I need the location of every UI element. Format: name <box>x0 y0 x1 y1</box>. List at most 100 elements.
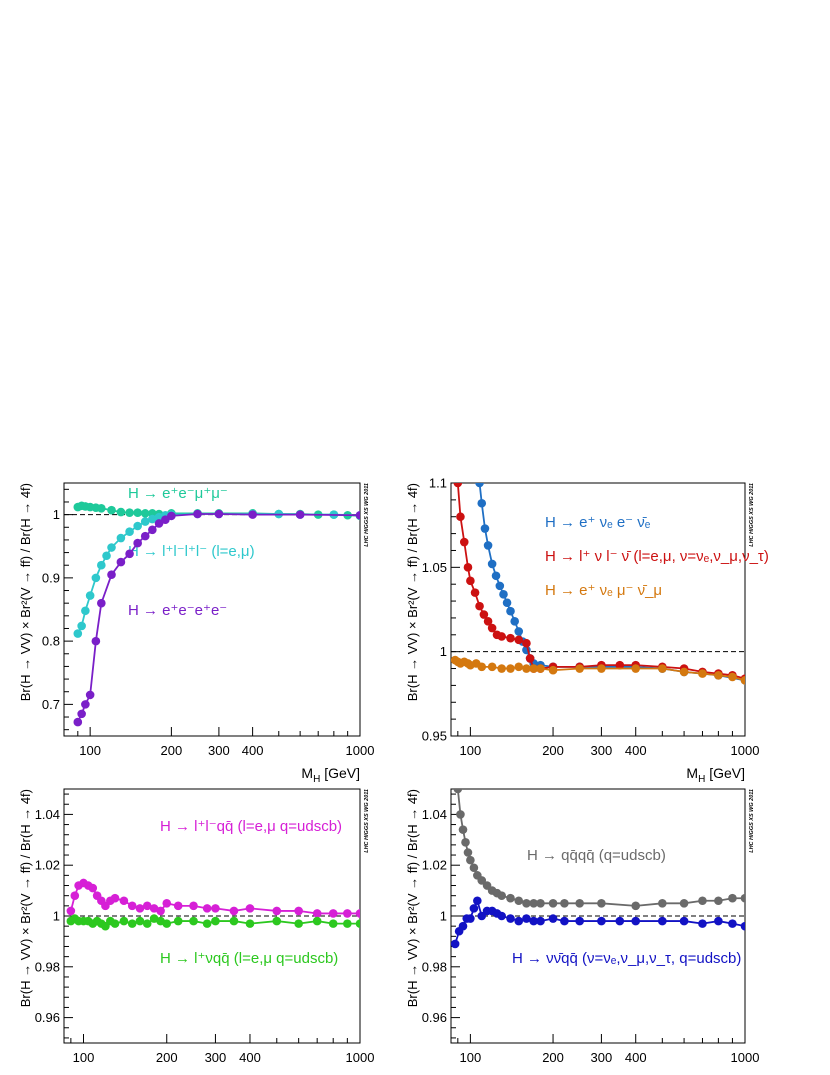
data-point <box>536 916 545 926</box>
data-point <box>91 573 101 583</box>
data-point <box>615 660 625 670</box>
data-point <box>466 914 475 923</box>
data-point <box>525 654 535 663</box>
x-tick-label: 400 <box>625 1050 647 1065</box>
chart-panel-4: 100 200 300 400 1000 0.96 0.98 1 1.02 1.04 MH [GeV… <box>405 788 759 1075</box>
y-tick-label: 1.04 <box>422 807 447 822</box>
data-point <box>355 909 360 918</box>
data-point <box>597 916 606 926</box>
data-point <box>125 508 134 518</box>
data-point <box>119 896 129 906</box>
series-3 <box>73 509 360 727</box>
data-point <box>73 629 83 638</box>
data-point <box>107 570 116 580</box>
data-point <box>294 906 303 916</box>
data-point <box>560 916 569 926</box>
data-point <box>116 557 126 567</box>
data-point <box>133 521 142 531</box>
data-point <box>483 541 493 550</box>
data-point <box>615 916 625 926</box>
data-point <box>312 916 322 926</box>
data-point <box>119 916 129 926</box>
data-point <box>514 896 524 906</box>
series-line <box>456 483 745 680</box>
x-tick-label: 200 <box>156 1050 178 1065</box>
data-point <box>202 904 212 913</box>
data-point <box>714 896 723 906</box>
data-point <box>497 664 506 673</box>
data-point <box>245 919 255 928</box>
data-point <box>97 598 106 608</box>
data-point <box>477 911 487 921</box>
series-label: H → l⁺νqq̄ (l=e,μ q=udscb) <box>160 950 338 967</box>
series-label: H → l⁺l⁻qq̄ (l=e,μ q=udscb) <box>160 818 342 835</box>
data-point <box>529 916 538 926</box>
data-point <box>658 664 667 673</box>
data-point <box>456 810 465 819</box>
data-point <box>295 510 305 519</box>
data-point <box>548 914 558 923</box>
y-axis-label: Br(H → VV) × Br²(V → ff) / Br(H → 4f) <box>18 483 33 701</box>
x-tick-label: 200 <box>161 743 183 758</box>
data-point <box>487 623 497 633</box>
data-point <box>522 914 531 923</box>
data-point <box>85 690 95 700</box>
data-point <box>189 916 198 926</box>
data-point <box>66 906 76 916</box>
x-axis-label: MH [GeV] <box>686 1072 745 1075</box>
data-point <box>497 632 506 641</box>
y-tick-label: 1 <box>440 644 447 659</box>
series-1 <box>453 789 745 911</box>
data-point <box>658 916 667 926</box>
data-point <box>211 916 220 926</box>
x-tick-label: 300 <box>205 1050 227 1065</box>
data-point <box>91 636 101 646</box>
data-point <box>714 670 723 680</box>
series-label: H → l⁺l⁻l⁺l⁻ (l=e,μ) <box>128 543 255 560</box>
data-point <box>140 509 150 518</box>
data-point <box>312 909 322 918</box>
series-label: H → qq̄qq̄ (q=udscb) <box>527 847 666 864</box>
y-tick-label: 0.95 <box>422 729 447 744</box>
data-point <box>514 627 524 636</box>
data-point <box>97 560 106 570</box>
data-point <box>294 919 303 928</box>
data-point <box>97 504 106 513</box>
data-point <box>116 507 126 517</box>
series-2 <box>66 914 360 931</box>
data-point <box>479 610 489 619</box>
data-point <box>85 591 95 600</box>
data-point <box>451 939 460 949</box>
data-point <box>88 883 98 893</box>
data-point <box>127 919 137 928</box>
data-point <box>229 906 239 916</box>
data-point <box>631 916 641 926</box>
data-point <box>248 510 257 519</box>
y-tick-label: 1 <box>440 909 447 924</box>
data-point <box>148 514 157 524</box>
y-axis-label: Br(H → VV) × Br²(V → ff) / Br(H → 4f) <box>18 789 33 1007</box>
data-point <box>73 717 83 727</box>
data-point <box>506 893 515 903</box>
series-label: H → e⁺ νₑ μ⁻ ν̄_μ <box>545 582 662 599</box>
data-point <box>466 576 475 586</box>
data-point <box>77 621 86 631</box>
data-point <box>506 664 515 673</box>
y-tick-label: 0.98 <box>422 959 447 974</box>
x-tick-label: 1000 <box>731 743 760 758</box>
y-tick-label: 0.8 <box>42 634 60 649</box>
data-point <box>127 901 137 911</box>
y-tick-label: 1 <box>53 909 60 924</box>
series-label: H → νν̄qq̄ (ν=νₑ,ν_μ,ν_τ, q=udscb) <box>512 950 741 967</box>
y-tick-label: 1.05 <box>422 560 447 575</box>
data-point <box>77 709 86 719</box>
data-point <box>480 524 490 533</box>
data-point <box>272 906 282 916</box>
x-tick-label: 400 <box>239 1050 261 1065</box>
data-point <box>522 664 531 673</box>
x-axis-label: MH [GeV] <box>301 765 360 785</box>
data-point <box>698 896 707 906</box>
data-point <box>355 919 360 928</box>
data-point <box>514 635 524 645</box>
